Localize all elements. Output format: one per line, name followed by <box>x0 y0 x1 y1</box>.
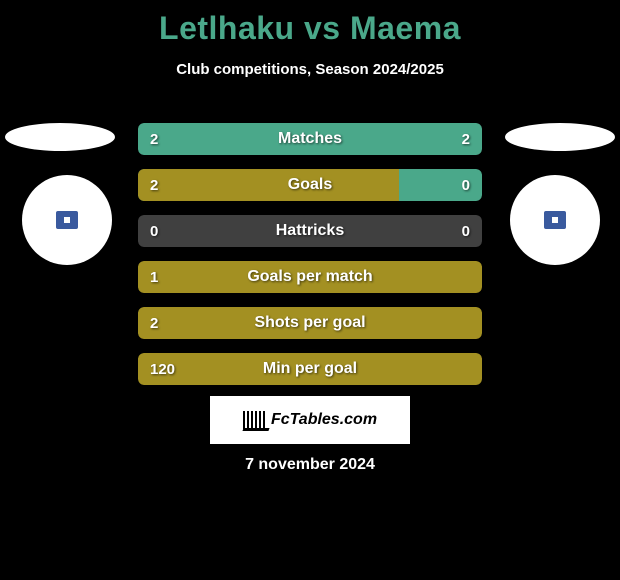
stat-value-right: 0 <box>462 169 470 201</box>
footer-date: 7 november 2024 <box>0 456 620 474</box>
stat-label: Min per goal <box>138 353 482 385</box>
source-badge: FcTables.com <box>210 396 410 444</box>
stat-label: Hattricks <box>138 215 482 247</box>
club-crest-icon <box>544 211 566 229</box>
stat-row: 1Goals per match <box>138 261 482 293</box>
bars-icon <box>243 411 265 429</box>
stat-label: Goals <box>138 169 482 201</box>
stat-row: 2Matches2 <box>138 123 482 155</box>
stat-label: Shots per goal <box>138 307 482 339</box>
comparison-subtitle: Club competitions, Season 2024/2025 <box>0 61 620 78</box>
nation-flag-right <box>505 123 615 151</box>
stats-comparison-area: 2Matches22Goals00Hattricks01Goals per ma… <box>138 123 482 399</box>
stat-value-right: 0 <box>462 215 470 247</box>
stat-value-right: 2 <box>462 123 470 155</box>
club-crest-icon <box>56 211 78 229</box>
stat-row: 2Shots per goal <box>138 307 482 339</box>
stat-row: 120Min per goal <box>138 353 482 385</box>
stat-label: Goals per match <box>138 261 482 293</box>
stat-label: Matches <box>138 123 482 155</box>
source-label: FcTables.com <box>271 411 377 429</box>
nation-flag-left <box>5 123 115 151</box>
club-badge-left <box>22 175 112 265</box>
club-badge-right <box>510 175 600 265</box>
comparison-title: Letlhaku vs Maema <box>0 0 620 47</box>
stat-row: 0Hattricks0 <box>138 215 482 247</box>
stat-row: 2Goals0 <box>138 169 482 201</box>
